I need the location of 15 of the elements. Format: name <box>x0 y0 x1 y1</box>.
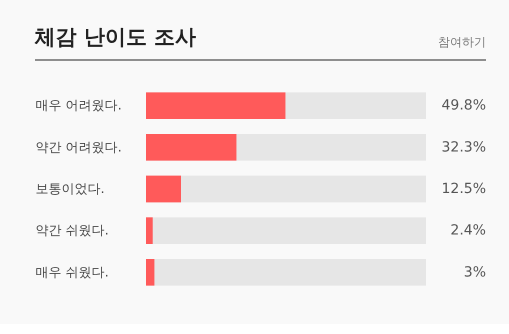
bar <box>146 217 153 244</box>
data-label: 49.8% <box>442 98 486 114</box>
text: 참여하기 <box>438 35 486 49</box>
data-label: 12.5% <box>442 181 486 197</box>
y-tick-label: 매우 어려웠다. <box>36 98 122 114</box>
bar <box>146 259 154 286</box>
chart-title: 체감 난이도 조사 <box>34 25 196 49</box>
data-label: 3% <box>464 264 486 280</box>
y-tick-label: 약간 쉬웠다. <box>36 224 109 239</box>
y-tick-label: 보통이었다. <box>36 182 105 197</box>
data-label: 32.3% <box>442 139 486 156</box>
y-tick-label: 약간 어려웠다. <box>36 140 122 156</box>
bar <box>146 176 181 202</box>
data-label: 2.4% <box>450 222 486 239</box>
y-tick-label: 매우 쉬웠다. <box>36 265 109 280</box>
